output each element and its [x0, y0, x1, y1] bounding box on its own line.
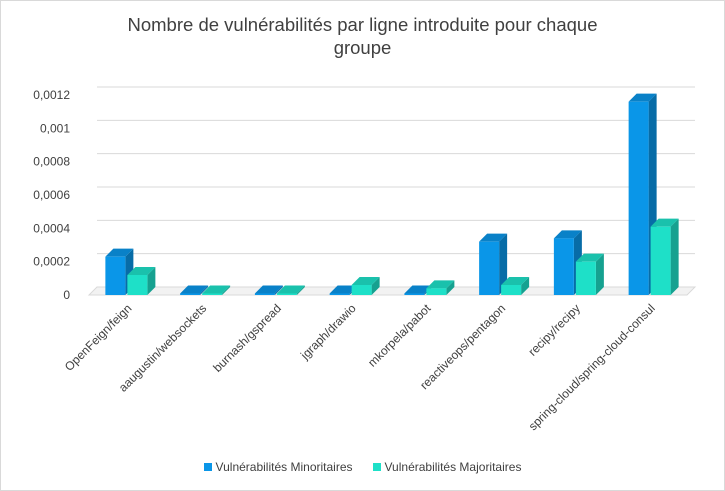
- legend-swatch-majoritaires: [372, 463, 381, 471]
- bar-top: [105, 248, 134, 257]
- x-tick-label: OpenFeign/feign: [62, 301, 135, 374]
- bar-minoritaires: [479, 241, 500, 295]
- bar-top: [575, 253, 604, 262]
- y-tick-label: 0,0012: [33, 88, 70, 102]
- bar-side: [446, 280, 455, 295]
- bar-side: [274, 285, 283, 295]
- y-tick-label: 0,0002: [33, 255, 70, 269]
- bar-top: [628, 93, 657, 102]
- bar-minoritaires: [628, 101, 649, 296]
- legend-item-majoritaires: Vulnérabilités Majoritaires: [372, 460, 522, 474]
- bar-side: [147, 267, 156, 295]
- bar-top: [426, 280, 455, 289]
- bar-top: [254, 285, 283, 294]
- legend-swatch-minoritaires: [203, 463, 212, 471]
- bar-minoritaires: [329, 293, 350, 295]
- bar-minoritaires: [553, 238, 574, 295]
- bar-side: [670, 218, 679, 295]
- x-tick-label: burnash/gspread: [210, 301, 284, 375]
- chart-title: Nombre de vulnérabilités par ligne intro…: [1, 13, 724, 59]
- bar-top: [276, 285, 305, 294]
- bar-top: [180, 285, 209, 294]
- bar-side: [595, 253, 604, 295]
- chart-title-line-1: Nombre de vulnérabilités par ligne intro…: [127, 14, 598, 35]
- bar-majoritaires: [650, 226, 671, 295]
- bar-side: [499, 233, 508, 295]
- y-tick-label: 0,0008: [33, 155, 70, 169]
- bar-side: [296, 285, 305, 295]
- legend-label-minoritaires: Vulnérabilités Minoritaires: [215, 460, 353, 474]
- legend-item-minoritaires: Vulnérabilités Minoritaires: [203, 460, 353, 474]
- bar-majoritaires: [202, 293, 223, 295]
- bar-majoritaires: [426, 288, 447, 295]
- bar-side: [521, 277, 530, 295]
- bar-top: [501, 277, 530, 285]
- bar-top: [553, 230, 582, 239]
- x-tick-label: jgraph/drawio: [297, 301, 359, 363]
- bar-minoritaires: [404, 293, 425, 295]
- bar-majoritaires: [501, 285, 522, 295]
- bar-side: [371, 277, 380, 295]
- x-tick-label: mkorpela/pabot: [365, 301, 434, 370]
- bar-top: [329, 285, 358, 294]
- bar-top: [650, 218, 679, 227]
- bar-majoritaires: [575, 261, 596, 295]
- bar-majoritaires: [276, 293, 297, 295]
- bar-minoritaires: [254, 293, 275, 295]
- y-tick-label: 0: [63, 288, 70, 302]
- bar-minoritaires: [180, 293, 201, 295]
- bar-top: [479, 233, 508, 242]
- bar-top: [127, 267, 156, 275]
- bar-majoritaires: [127, 275, 148, 295]
- chart-legend: Vulnérabilités Minoritaires Vulnérabilit…: [1, 460, 724, 474]
- bar-top: [404, 285, 433, 294]
- bar-top: [202, 285, 231, 294]
- y-tick-label: 0,0006: [33, 188, 70, 202]
- bar-majoritaires: [351, 285, 372, 295]
- x-tick-label: spring-cloud/spring-cloud-consul: [526, 301, 658, 433]
- chart-title-line-2: groupe: [333, 37, 392, 58]
- chart-floor: [87, 286, 697, 296]
- y-tick-label: 0,001: [40, 121, 70, 135]
- bar-side: [222, 285, 231, 295]
- bar-minoritaires: [105, 256, 126, 295]
- legend-label-majoritaires: Vulnérabilités Majoritaires: [384, 460, 522, 474]
- x-tick-label: reactiveops/pentagon: [417, 301, 508, 392]
- bar-side: [200, 285, 209, 295]
- x-tick-label: recipy/recipy: [525, 301, 583, 359]
- y-tick-label: 0,0004: [33, 221, 70, 235]
- bar-top: [351, 277, 380, 285]
